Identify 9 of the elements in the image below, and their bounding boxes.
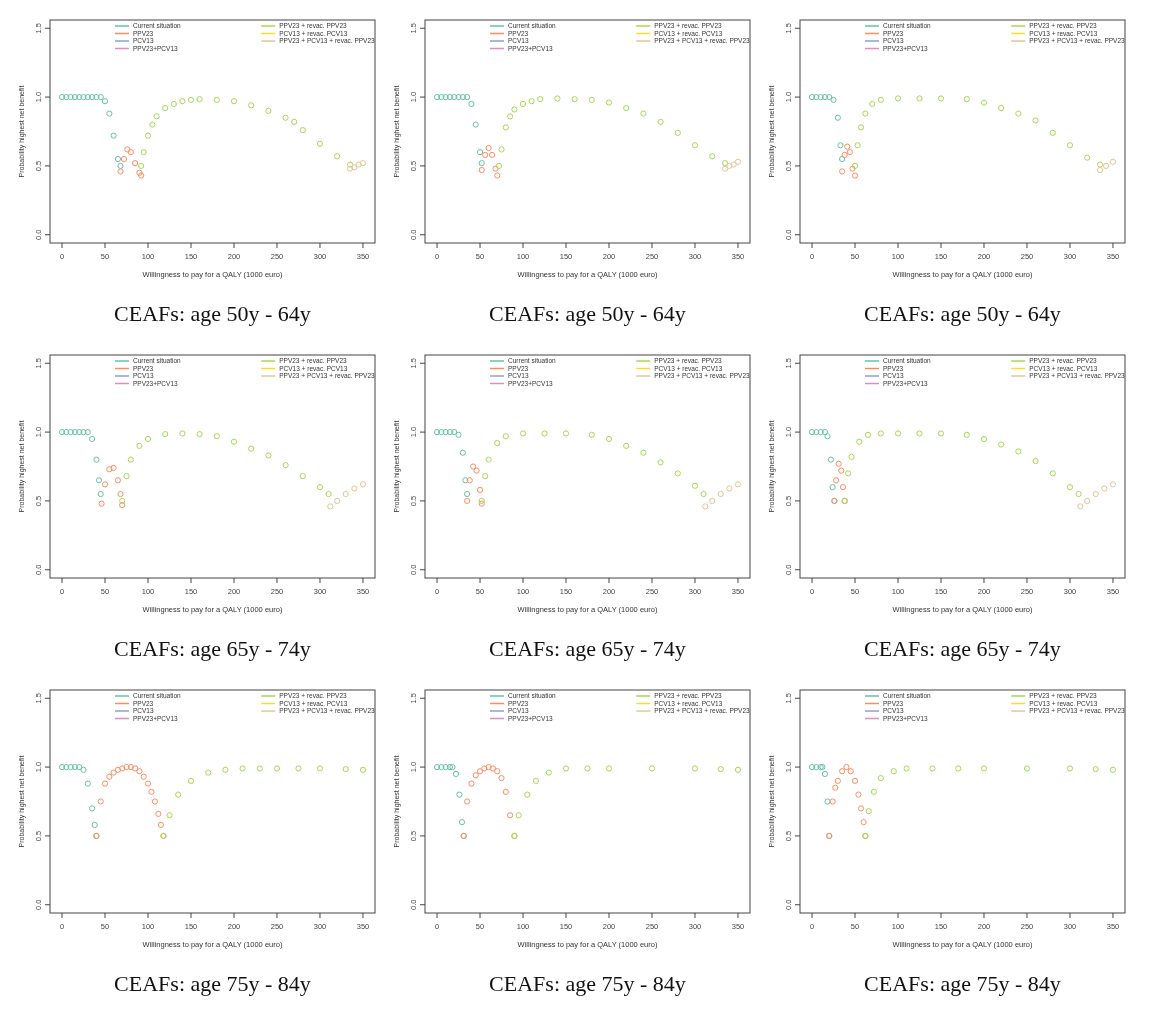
- text: CEAFs: age 75y - 84y: [489, 971, 686, 996]
- text: CEAFs: age 50y - 64y: [489, 301, 686, 326]
- text: CEAFs: age 50y - 64y: [864, 301, 1061, 326]
- text: CEAFs: age 75y - 84y: [114, 971, 311, 996]
- text: CEAFs: age 65y - 74y: [114, 636, 311, 661]
- text: CEAFs: age 65y - 74y: [864, 636, 1061, 661]
- text: CEAFs: age 75y - 84y: [864, 971, 1061, 996]
- text: CEAFs: age 50y - 64y: [114, 301, 311, 326]
- text: CEAFs: age 65y - 74y: [489, 636, 686, 661]
